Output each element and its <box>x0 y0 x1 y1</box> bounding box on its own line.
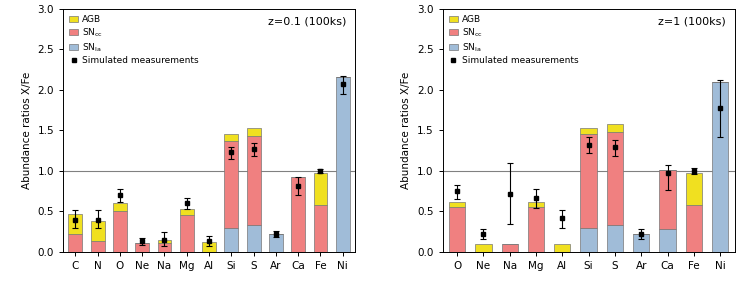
Text: z=0.1 (100ks): z=0.1 (100ks) <box>268 16 347 26</box>
Bar <box>449 202 465 207</box>
Bar <box>528 207 544 252</box>
Bar <box>68 234 82 252</box>
Bar <box>686 173 702 205</box>
Bar <box>580 228 597 252</box>
Bar <box>68 214 82 234</box>
Bar <box>607 132 623 225</box>
Bar <box>180 215 194 252</box>
Bar <box>180 209 194 215</box>
Y-axis label: Abundance ratios X/Fe: Abundance ratios X/Fe <box>401 72 411 189</box>
Bar <box>91 241 105 252</box>
Bar <box>336 77 349 252</box>
Bar <box>686 205 702 252</box>
Bar <box>660 170 676 229</box>
Bar <box>157 243 171 252</box>
Legend: AGB, SN$_{\mathrm{cc}}$, SN$_{\mathrm{Ia}}$, Simulated measurements: AGB, SN$_{\mathrm{cc}}$, SN$_{\mathrm{Ia… <box>447 13 580 67</box>
Bar <box>607 225 623 252</box>
Bar <box>449 207 465 252</box>
Bar <box>502 244 518 252</box>
Bar <box>91 221 105 241</box>
Bar <box>224 228 238 252</box>
Text: z=1 (100ks): z=1 (100ks) <box>658 16 726 26</box>
Bar <box>528 202 544 207</box>
Bar <box>269 234 283 252</box>
Bar <box>247 225 260 252</box>
Bar <box>607 124 623 132</box>
Bar <box>113 203 127 212</box>
Bar <box>202 242 216 252</box>
Bar <box>633 234 649 252</box>
Bar <box>712 82 728 252</box>
Bar <box>292 177 305 252</box>
Bar <box>580 134 597 228</box>
Bar <box>314 173 327 205</box>
Bar <box>580 128 597 134</box>
Y-axis label: Abundance ratios X/Fe: Abundance ratios X/Fe <box>22 72 32 189</box>
Bar <box>224 134 238 141</box>
Bar <box>247 128 260 136</box>
Bar <box>135 243 149 252</box>
Bar <box>113 212 127 252</box>
Bar <box>224 141 238 228</box>
Bar <box>554 244 571 252</box>
Bar <box>660 229 676 252</box>
Bar <box>475 244 491 252</box>
Legend: AGB, SN$_{\mathrm{cc}}$, SN$_{\mathrm{Ia}}$, Simulated measurements: AGB, SN$_{\mathrm{cc}}$, SN$_{\mathrm{Ia… <box>68 13 200 67</box>
Bar <box>314 205 327 252</box>
Bar <box>157 240 171 243</box>
Bar <box>247 136 260 225</box>
